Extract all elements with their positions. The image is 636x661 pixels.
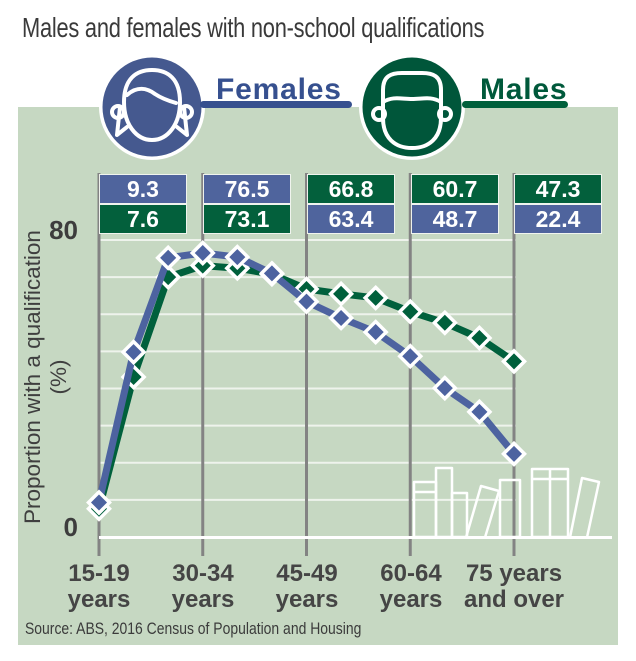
x-tick-line1: 30-34	[172, 560, 234, 587]
legend-rule-males	[462, 101, 568, 108]
x-tick-line2: years	[275, 586, 339, 613]
y-tick-0: 0	[63, 512, 78, 542]
legend-rule-females	[200, 101, 352, 108]
legend-label-females: Females	[216, 73, 342, 106]
value-box-bottom: 7.6	[100, 205, 186, 233]
x-tick-45-49: 45-49 years	[242, 561, 372, 613]
books-icon	[412, 466, 601, 539]
x-tick-60-64: 60-64 years	[346, 561, 476, 613]
value-box-pair-30-34: 76.5 73.1	[204, 175, 290, 235]
value-box-pair-45-49: 66.8 63.4	[308, 175, 394, 235]
value-box-top: 9.3	[100, 175, 186, 203]
value-box-top: 66.8	[308, 175, 394, 203]
value-box-top: 47.3	[515, 175, 601, 203]
source-note: Source: ABS, 2016 Census of Population a…	[25, 619, 362, 638]
value-box-bottom: 48.7	[412, 205, 498, 233]
value-box-bottom: 73.1	[204, 205, 290, 233]
y-tick-80: 80	[49, 215, 78, 245]
x-tick-15-19: 15-19 years	[34, 561, 164, 613]
x-tick-75-over: 75 years and over	[439, 561, 589, 613]
x-tick-line1: 75 years	[465, 560, 563, 587]
value-box-top: 60.7	[412, 175, 498, 203]
data-series	[86, 240, 527, 522]
legend-label-males: Males	[480, 73, 568, 106]
value-box-bottom: 22.4	[515, 205, 601, 233]
x-tick-line1: 60-64	[380, 560, 442, 587]
value-box-pair-75-over: 47.3 22.4	[515, 175, 601, 235]
female-face-icon	[99, 54, 205, 160]
x-tick-line2: and over	[463, 586, 565, 613]
x-tick-line2: years	[171, 586, 235, 613]
x-tick-line2: years	[67, 586, 131, 613]
x-tick-line1: 45-49	[276, 560, 338, 587]
value-box-top: 76.5	[204, 175, 290, 203]
x-tick-line2: years	[379, 586, 443, 613]
male-face-icon	[359, 54, 465, 160]
page-title: Males and females with non-school qualif…	[22, 12, 485, 43]
value-box-pair-15-19: 9.3 7.6	[100, 175, 186, 235]
value-box-pair-60-64: 60.7 48.7	[412, 175, 498, 235]
x-tick-line1: 15-19	[68, 560, 130, 587]
x-tick-30-34: 30-34 years	[138, 561, 268, 613]
value-box-bottom: 63.4	[308, 205, 394, 233]
